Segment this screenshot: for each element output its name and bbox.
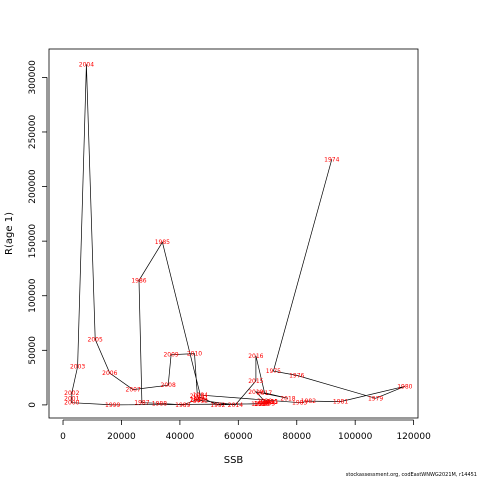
y-tick-label: 200000 (28, 169, 38, 204)
point-label-2015: 2015 (248, 378, 263, 385)
y-tick-label: 0 (28, 402, 38, 408)
point-label-2019: 2019 (248, 389, 263, 396)
series-line (71, 64, 406, 406)
y-tick-label: 100000 (28, 278, 38, 313)
point-label-1991: 1991 (193, 394, 208, 401)
point-label-1992: 1992 (210, 402, 225, 409)
point-label-2000: 2000 (64, 400, 79, 407)
source-footnote: stockassessment.org, codEastWNWG2021M, r… (345, 472, 477, 478)
point-label-1999: 1999 (105, 402, 120, 409)
y-tick-label: 300000 (28, 60, 38, 95)
point-label-2002: 2002 (64, 390, 79, 397)
point-label-1976: 1976 (289, 372, 304, 379)
point-label-2017: 2017 (257, 390, 272, 397)
point-label-1980: 1980 (397, 383, 412, 390)
point-label-1988: 1988 (152, 400, 167, 407)
x-tick-label: 100000 (338, 432, 373, 442)
point-label-2018: 2018 (280, 395, 295, 402)
x-tick-label: 60000 (224, 432, 253, 442)
point-label-2010: 2010 (187, 351, 202, 358)
point-label-2001: 2001 (64, 395, 79, 402)
point-label-1981: 1981 (333, 399, 348, 406)
point-label-1996: 1996 (251, 401, 266, 408)
y-axis-title: R(age 1) (4, 212, 15, 255)
point-label-1986: 1986 (131, 277, 146, 284)
point-label-2021: 2021 (263, 399, 278, 406)
point-label-1998: 1998 (254, 401, 269, 408)
point-label-2008: 2008 (161, 382, 176, 389)
point-label-2011: 2011 (190, 393, 205, 400)
point-label-1984: 1984 (193, 392, 208, 399)
point-label-2016: 2016 (248, 353, 263, 360)
x-axis: 0 20000 40000 60000 80000 100000 120000 (60, 419, 431, 442)
y-axis: 0 50000 100000 150000 200000 250000 300000 (28, 60, 48, 408)
point-label-1989: 1989 (175, 402, 190, 409)
point-label-1994: 1994 (260, 400, 275, 407)
point-label-1993: 1993 (260, 400, 275, 407)
point-label-1997: 1997 (254, 400, 269, 407)
point-label-2004: 2004 (79, 61, 94, 68)
point-label-1983: 1983 (292, 400, 307, 407)
point-label-1985: 1985 (155, 239, 170, 246)
y-tick-label: 50000 (28, 336, 38, 365)
point-label-2013: 2013 (190, 397, 205, 404)
point-label-1982: 1982 (301, 398, 316, 405)
point-label-1995: 1995 (263, 399, 278, 406)
plot-frame (48, 48, 419, 419)
x-tick-label: 40000 (166, 432, 195, 442)
point-label-2020: 2020 (257, 398, 272, 405)
point-label-2003: 2003 (70, 364, 85, 371)
point-label-2007: 2007 (126, 387, 141, 394)
x-tick-label: 120000 (396, 432, 431, 442)
point-label-1979: 1979 (368, 395, 383, 402)
y-tick-label: 150000 (28, 224, 38, 259)
point-label-2009: 2009 (163, 352, 178, 359)
point-label-2012: 2012 (193, 398, 208, 405)
y-tick-label: 250000 (28, 115, 38, 150)
x-axis-title: SSB (224, 455, 244, 466)
x-tick-label: 20000 (107, 432, 136, 442)
point-label-1987: 1987 (134, 400, 149, 407)
point-label-1990: 1990 (190, 396, 205, 403)
point-label-2006: 2006 (102, 370, 117, 377)
point-label-2005: 2005 (88, 336, 103, 343)
point-label-2014: 2014 (228, 402, 243, 409)
x-tick-label: 80000 (282, 432, 311, 442)
point-label-1975: 1975 (266, 368, 281, 375)
point-label-1974: 1974 (324, 156, 339, 163)
x-tick-label: 0 (60, 432, 66, 442)
